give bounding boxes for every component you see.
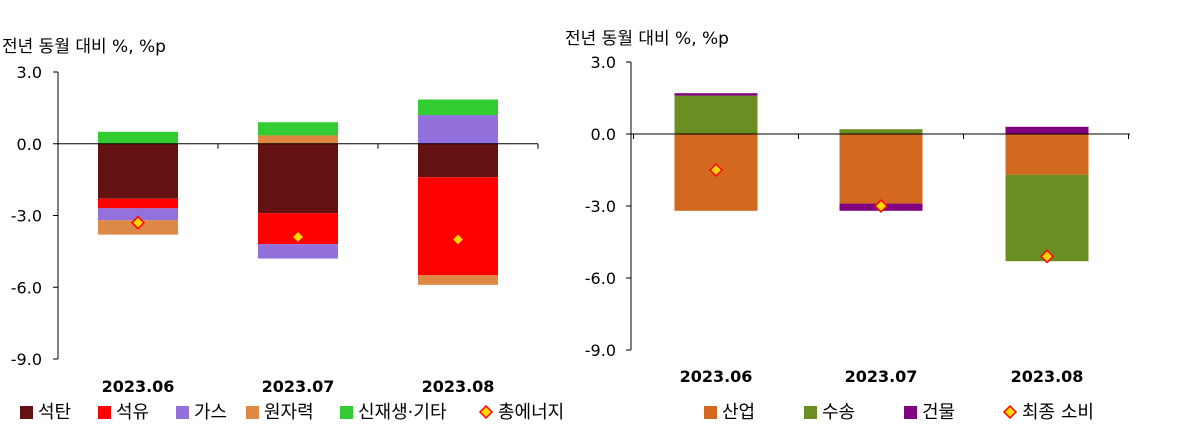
bar-건물-2023.08 [1005,126,1089,134]
bar-석탄-2023.06 [98,143,178,199]
bar-석유-2023.06 [98,198,178,209]
bar-가스-2023.06 [98,208,178,221]
legend-label: 최종 소비 [1022,402,1094,423]
chart-1: 전년 동월 대비 %, %p 3.0 0.0 -3.0 -6.0 -9.0 2023.06 2… [2,37,564,423]
legend-label: 건물 [922,402,955,423]
x-tick-label: 2023.08 [1011,367,1084,386]
y-tick-label: -6.0 [585,269,616,288]
legend-item-석유: 석유 [98,402,149,423]
legend-item-total: 총에너지 [478,402,564,423]
bar-건물-2023.06 [674,93,758,96]
legend-swatch [704,406,717,419]
legend-item-신재생·기타: 신재생·기타 [340,402,447,423]
y-tick-label: -9.0 [585,341,616,360]
legend-label: 원자력 [264,402,314,423]
legend-item-수송: 수송 [804,402,855,423]
legend-label: 석유 [116,402,149,423]
y-tick-label: 0.0 [591,125,616,144]
y-axis-title: 전년 동월 대비 %, %p [2,37,166,57]
total-marker-2023.06 [130,215,146,230]
legend-swatch [904,406,917,419]
legend-label: 가스 [194,402,227,423]
bar-신재생·기타-2023.06 [98,131,178,144]
bar-수송-2023.08 [1005,174,1089,262]
legend-label: 석탄 [38,402,71,423]
x-tick-label: 2023.07 [262,377,335,396]
legend-marker [1002,404,1018,420]
bar-석탄-2023.07 [258,143,338,214]
x-tick-label: 2023.08 [422,377,495,396]
legend-item-total: 최종 소비 [1002,402,1094,423]
bar-수송-2023.07 [839,129,923,134]
total-marker-2023.08 [1039,249,1055,264]
x-tick-label: 2023.06 [680,367,753,386]
legend-item-산업: 산업 [704,402,755,423]
legend-swatch [340,406,353,419]
x-tick-label: 2023.06 [102,377,175,396]
bar-산업-2023.07 [839,134,923,204]
total-marker-2023.08 [450,232,466,247]
legend-label: 수송 [822,402,855,423]
y-axis-title: 전년 동월 대비 %, %p [565,29,729,49]
legend: 석탄 석유 가스 원자력 신재생·기타 총에너지 [20,402,564,423]
bar-석유-2023.08 [418,177,498,276]
legend-label: 신재생·기타 [358,402,447,423]
bar-원자력-2023.07 [258,135,338,144]
legend-marker [478,404,494,420]
bar-산업-2023.08 [1005,134,1089,175]
legend-label: 산업 [722,402,755,423]
legend-item-원자력: 원자력 [246,402,314,423]
legend-swatch [98,406,111,419]
y-tick-label: -3.0 [585,197,616,216]
bar-신재생·기타-2023.08 [418,99,498,116]
legend-item-건물: 건물 [904,402,955,423]
legend-label: 총에너지 [498,402,564,423]
legend: 산업 수송 건물 최종 소비 [704,402,1094,423]
y-tick-label: -6.0 [11,278,42,297]
total-marker-2023.06 [708,162,724,178]
chart-2: 전년 동월 대비 %, %p 3.0 0.0 -3.0 -6.0 -9.0 2023.06 2… [565,29,1130,423]
legend-swatch [246,406,259,419]
y-tick-label: 3.0 [17,63,42,82]
legend-item-가스: 가스 [176,402,227,423]
legend-item-석탄: 석탄 [20,402,71,423]
bar-석탄-2023.08 [418,143,498,178]
x-tick-label: 2023.07 [845,367,918,386]
bar-수송-2023.06 [674,95,758,134]
total-marker-2023.07 [873,198,889,214]
legend-swatch [20,406,33,419]
bar-원자력-2023.08 [418,275,498,285]
bar-가스-2023.07 [258,244,338,259]
y-tick-label: -3.0 [11,207,42,226]
total-marker-2023.07 [290,229,306,245]
y-tick-label: -9.0 [11,350,42,369]
legend-swatch [176,406,189,419]
legend-swatch [804,406,817,419]
y-tick-label: 0.0 [17,135,42,154]
y-tick-label: 3.0 [591,53,616,72]
bar-가스-2023.08 [418,115,498,144]
bar-신재생·기타-2023.07 [258,122,338,136]
